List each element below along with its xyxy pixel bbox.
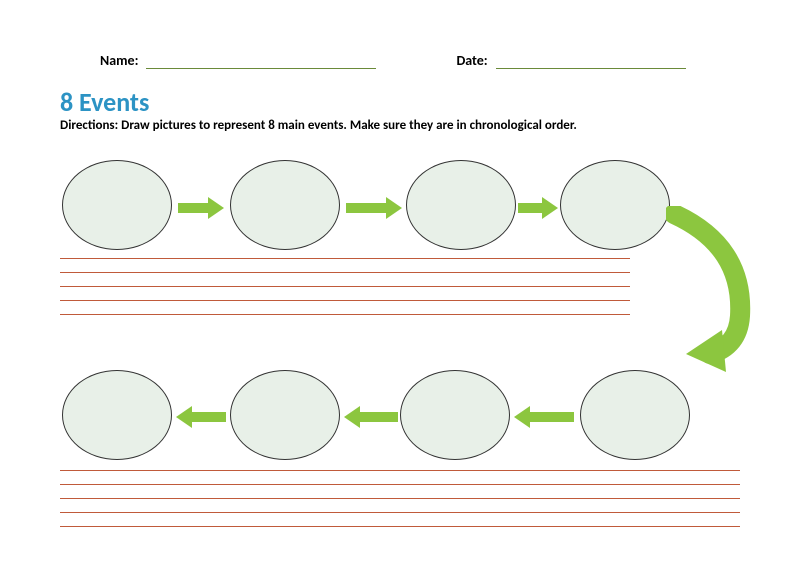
directions-text: Directions: Draw pictures to represent 8… (60, 118, 577, 133)
date-underline[interactable] (496, 68, 686, 69)
name-label: Name: (100, 52, 138, 69)
writing-lines-2[interactable] (60, 470, 740, 540)
page-title: 8 Events (60, 86, 149, 118)
arrow-right-2 (346, 197, 402, 219)
arrow-right-1 (178, 197, 224, 219)
date-label: Date: (456, 52, 487, 69)
event-circle-5[interactable] (580, 370, 690, 460)
event-circle-6[interactable] (400, 370, 510, 460)
arrow-left-1 (176, 406, 226, 428)
header-row: Name: Date: (100, 52, 740, 69)
writing-lines-1[interactable] (60, 258, 630, 328)
event-circle-7[interactable] (230, 370, 340, 460)
arrow-left-3 (514, 406, 574, 428)
event-circle-8[interactable] (62, 370, 172, 460)
event-circle-3[interactable] (406, 160, 516, 250)
event-circle-4[interactable] (560, 160, 670, 250)
curve-arrow-down (666, 206, 766, 376)
event-circle-1[interactable] (62, 160, 172, 250)
name-underline[interactable] (146, 68, 376, 69)
arrow-right-3 (518, 197, 558, 219)
arrow-left-2 (344, 406, 398, 428)
event-circle-2[interactable] (230, 160, 340, 250)
